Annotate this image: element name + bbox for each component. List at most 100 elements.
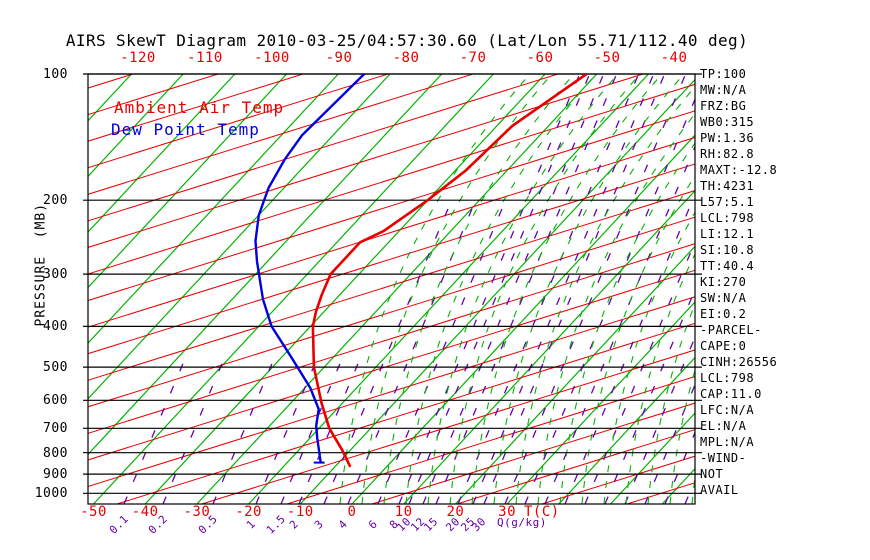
dry-adiabat-line (88, 74, 644, 248)
panel-line: CAP:11.0 (700, 387, 762, 401)
panel-line: LCL:798 (700, 211, 755, 225)
bottom-temp-tick: -50 (80, 504, 107, 520)
mixing-ratio-line (604, 288, 695, 504)
dry-adiabat-line (88, 136, 695, 328)
moist-adiabat-line (361, 74, 553, 504)
panel-line: TH:4231 (700, 179, 755, 193)
top-temp-tick: -70 (459, 50, 487, 66)
mixing-ratio-line (544, 145, 695, 504)
bottom-temp-tick: 0 (347, 504, 357, 520)
dry-adiabat-line (88, 163, 695, 355)
isotherm-line (88, 74, 184, 178)
pressure-tick-label: 100 (43, 67, 68, 82)
top-temp-tick: -120 (120, 50, 156, 66)
panel-line: L57:5.1 (700, 195, 755, 209)
mixing-ratio-line (123, 359, 186, 504)
dry-adiabat-line (88, 269, 695, 461)
pressure-gridlines (83, 73, 702, 505)
pressure-tick-label: 300 (43, 267, 68, 283)
top-temp-tick: -40 (660, 50, 688, 66)
mixing-ratio-line (377, 199, 507, 504)
panel-line: MPL:N/A (700, 435, 755, 449)
panel-line: WB0:315 (700, 115, 755, 129)
bottom-temp-tick: 20 (446, 504, 465, 520)
dry-adiabat-line (88, 296, 695, 488)
panel-line: SI:10.8 (700, 243, 755, 257)
isotherm-line (661, 467, 695, 504)
mixing-ratio-line (255, 359, 318, 504)
isotherm-line (88, 74, 443, 456)
mixing-ratio-line (280, 359, 343, 504)
mixing-ratio-line (347, 199, 477, 504)
temp-axis-title: T(C) (524, 504, 560, 520)
top-temp-tick: -90 (325, 50, 353, 66)
panel-line: MW:N/A (700, 83, 747, 97)
mixing-ratio-line (422, 74, 605, 504)
dry-adiabat-line (286, 375, 695, 504)
panel-line: NOT (700, 467, 724, 481)
mixing-ratio-line (524, 97, 695, 504)
moist-adiabat-line (603, 211, 695, 504)
isotherm-line (88, 74, 339, 345)
mixing-axis-title: Q(g/kg) (497, 516, 547, 529)
mixing-ratio-line (483, 74, 666, 504)
panel-line: SW:N/A (700, 291, 747, 305)
mixing-ratio-line (624, 335, 695, 504)
top-temp-tick: -80 (392, 50, 420, 66)
mixing-ratio-line (457, 74, 640, 504)
bottom-temp-tick: -20 (235, 504, 262, 520)
pressure-tick-label: 800 (43, 445, 68, 461)
mixing-ratio-line (504, 74, 687, 504)
panel-line: EL:N/A (700, 419, 747, 433)
mixing-ratio-line (564, 192, 695, 504)
mixing-ratio-line (162, 359, 225, 504)
dry-adiabat-line (88, 74, 389, 169)
mixing-ratio-line (435, 74, 618, 504)
isotherm-line (248, 74, 649, 504)
isotherm-line (196, 74, 598, 504)
mixing-ratio-line (644, 383, 695, 504)
pressure-tick-label: 900 (43, 467, 68, 483)
panel-line: LCL:798 (700, 371, 755, 385)
dew-point-curve (254, 74, 366, 463)
panel-line: RH:82.8 (700, 147, 755, 161)
panel-line: MAXT:-12.8 (700, 163, 778, 177)
bottom-temp-tick: -30 (183, 504, 211, 520)
isotherm-line (454, 245, 695, 504)
moist-adiabat-line (669, 368, 695, 504)
legend-dew-point: Dew Point Temp (111, 120, 260, 139)
isotherm-line (88, 74, 391, 400)
pressure-tick-label: 200 (43, 193, 68, 209)
dry-adiabat-line (371, 402, 695, 504)
panel-line: LFC:N/A (700, 403, 755, 417)
isotherm-line (506, 301, 695, 504)
top-temp-tick: -60 (526, 50, 554, 66)
dry-adiabat-line (88, 74, 474, 195)
page-title: AIRS SkewT Diagram 2010-03-25/04:57:30.6… (65, 31, 749, 50)
isotherm-line (144, 74, 546, 504)
mixing-ratio-line (298, 359, 361, 504)
panel-line: FRZ:BG (700, 99, 747, 113)
legend-ambient-temp: Ambient Air Temp (114, 98, 285, 117)
panel-line: CAPE:0 (700, 339, 747, 353)
background-lines (88, 74, 695, 504)
pressure-tick-label: 1000 (34, 486, 68, 502)
top-temp-tick: -110 (187, 50, 223, 66)
moist-adiabat-line (449, 74, 641, 504)
plot-frame (87, 73, 696, 505)
bottom-temp-tick: -40 (131, 504, 159, 520)
dry-adiabat-line (88, 83, 695, 275)
mixing-ratio-line (408, 74, 591, 504)
top-temp-tick: -50 (593, 50, 621, 66)
panel-line: -PARCEL- (700, 323, 762, 337)
panel-line: PW:1.36 (700, 131, 755, 145)
dry-adiabat-line (88, 216, 695, 408)
mixing-ratio-line (584, 240, 695, 504)
mixing-ratio-line (323, 199, 453, 504)
dry-adiabat-line (88, 74, 559, 222)
mixing-ratio-line (398, 74, 581, 504)
pressure-tick-label: 600 (43, 393, 68, 409)
bottom-temp-tick: 30 (498, 504, 517, 520)
